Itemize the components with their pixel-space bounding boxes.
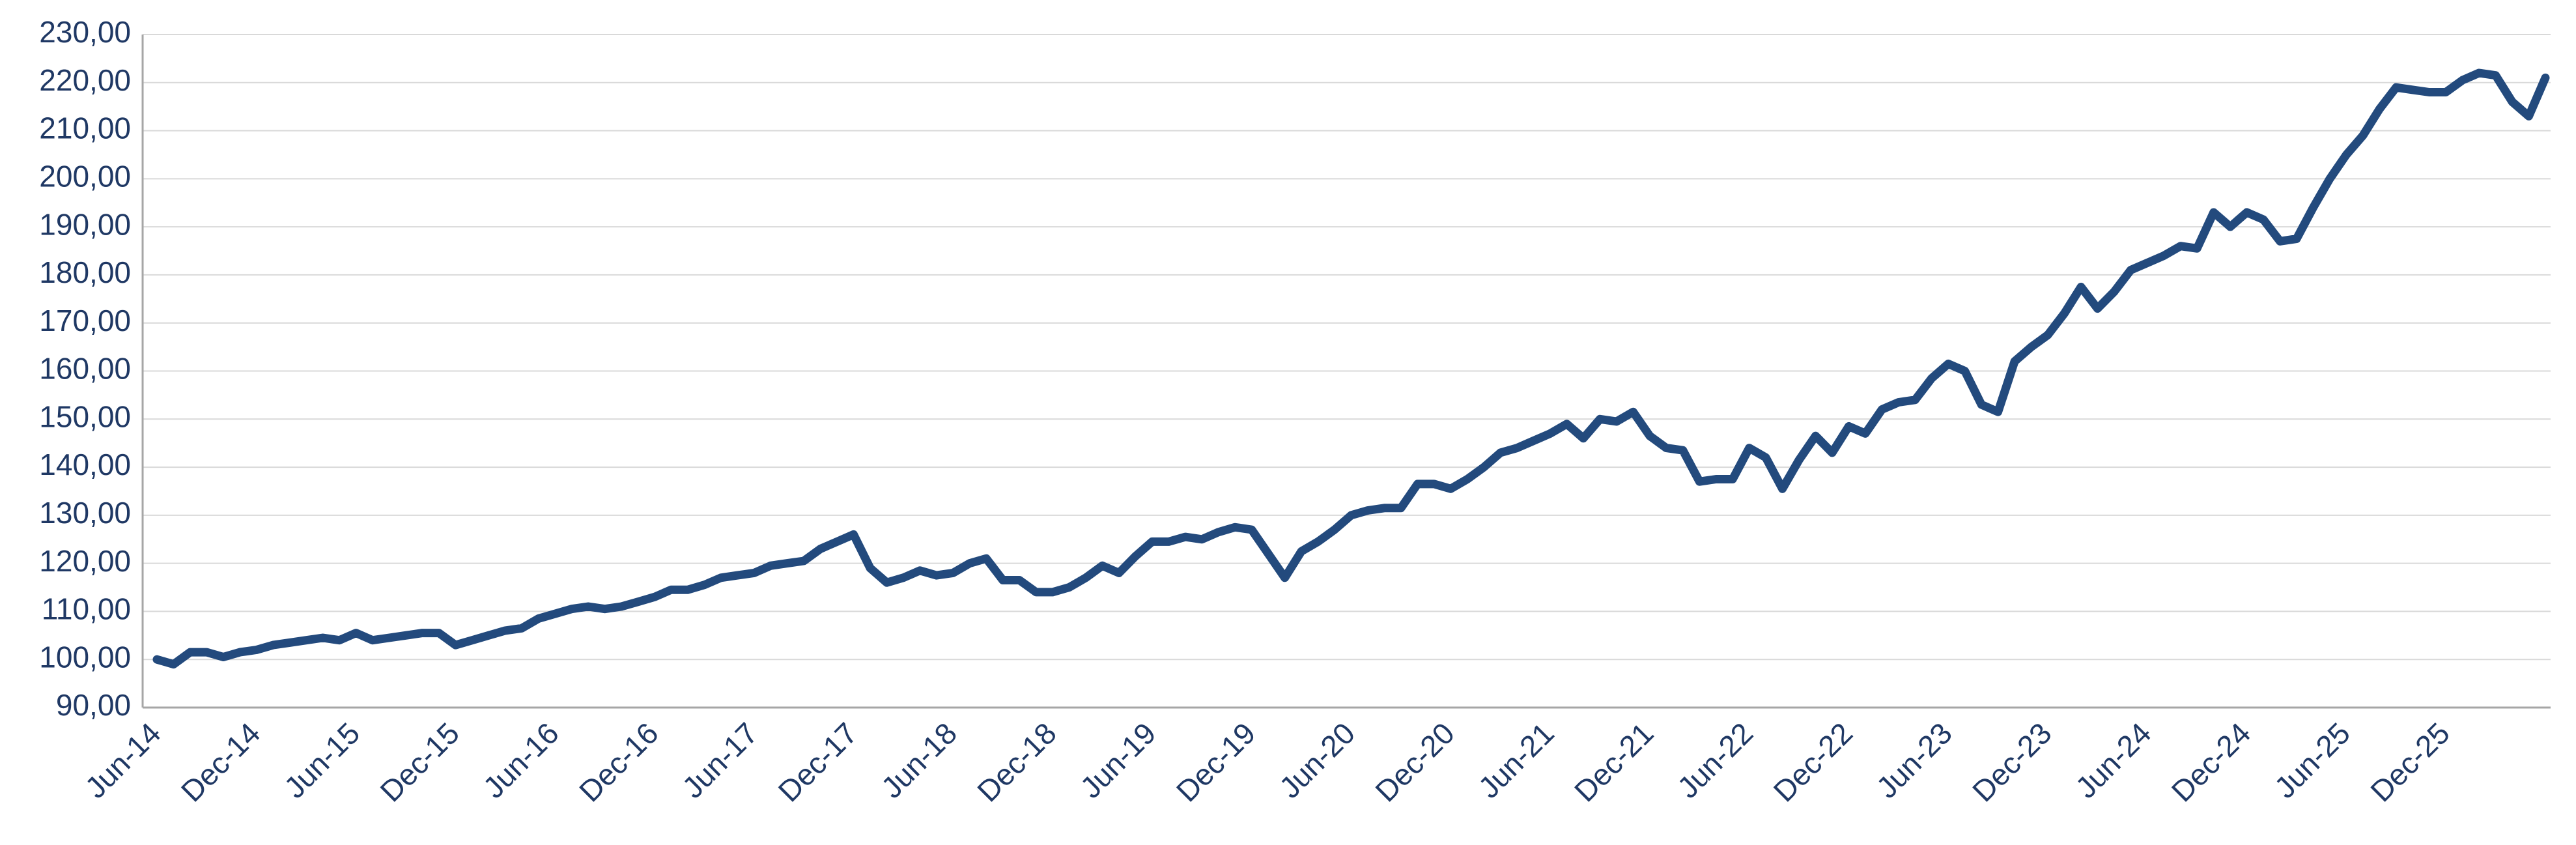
x-tick-label: Dec-17 [772,716,864,809]
x-tick-label: Jun-17 [675,716,764,805]
y-tick-label: 170,00 [39,304,131,337]
x-tick-label: Dec-21 [1568,716,1660,809]
x-tick-label: Jun-20 [1273,716,1361,805]
y-tick-label: 160,00 [39,352,131,386]
x-tick-label: Jun-23 [1870,716,1959,805]
y-tick-label: 200,00 [39,160,131,193]
x-tick-label: Dec-22 [1766,716,1859,809]
y-tick-label: 100,00 [39,640,131,674]
y-tick-label: 90,00 [56,688,131,722]
x-tick-label: Jun-14 [78,716,167,805]
y-tick-label: 130,00 [39,496,131,530]
x-tick-label: Dec-20 [1368,716,1461,809]
y-tick-label: 220,00 [39,63,131,97]
y-tick-label: 210,00 [39,111,131,145]
y-tick-label: 110,00 [42,592,131,626]
x-tick-label: Jun-16 [477,716,565,805]
y-tick-label: 120,00 [39,544,131,578]
x-tick-label: Jun-24 [2069,716,2157,805]
y-tick-label: 150,00 [39,399,131,433]
x-tick-label: Jun-21 [1472,716,1561,805]
x-tick-label: Dec-19 [1170,716,1262,809]
x-tick-label: Dec-25 [2364,716,2456,809]
x-tick-label: Jun-15 [277,716,366,805]
y-tick-label: 190,00 [39,207,131,241]
x-tick-label: Dec-15 [373,716,466,809]
y-tick-label: 230,00 [39,15,131,49]
x-tick-label: Dec-16 [573,716,665,809]
y-tick-label: 180,00 [39,255,131,289]
x-tick-label: Jun-19 [1073,716,1162,805]
x-tick-label: Dec-18 [970,716,1063,809]
x-tick-label: Jun-25 [2268,716,2357,805]
x-tick-label: Jun-18 [875,716,963,805]
x-tick-label: Dec-14 [175,716,267,809]
y-tick-label: 140,00 [39,448,131,481]
x-tick-label: Dec-23 [1966,716,2058,809]
x-tick-label: Jun-22 [1671,716,1759,805]
line-series [152,68,2550,669]
x-tick-label: Dec-24 [2165,716,2258,809]
